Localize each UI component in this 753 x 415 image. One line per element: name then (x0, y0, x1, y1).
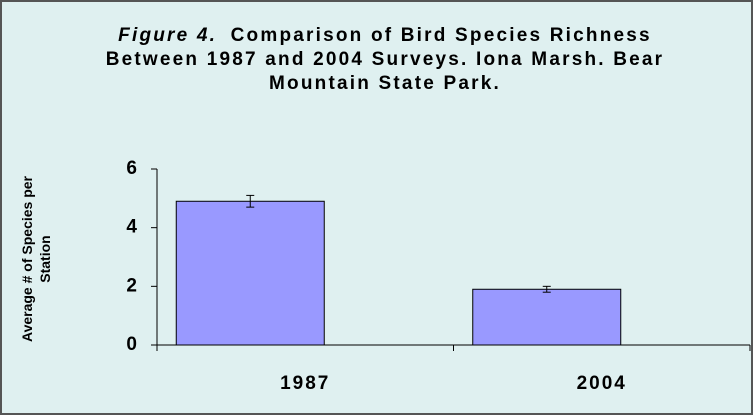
y-tick-label: 0 (126, 334, 137, 355)
chart-title-block: Figure 4. Comparison of Bird Species Ric… (95, 24, 675, 96)
figure-label: Figure 4. (118, 25, 218, 46)
y-axis-label: Average # of Species per Station (19, 176, 53, 343)
y-tick-label: 4 (126, 217, 137, 238)
y-tick-label: 6 (126, 158, 137, 179)
y-tick-label: 2 (126, 275, 137, 296)
chart-title: Comparison of Bird Species Richness Betw… (105, 25, 665, 94)
x-tick-label: 1987 (280, 373, 330, 394)
x-tick-label: 2004 (577, 373, 627, 394)
bar (472, 288, 622, 346)
bar (175, 200, 325, 346)
